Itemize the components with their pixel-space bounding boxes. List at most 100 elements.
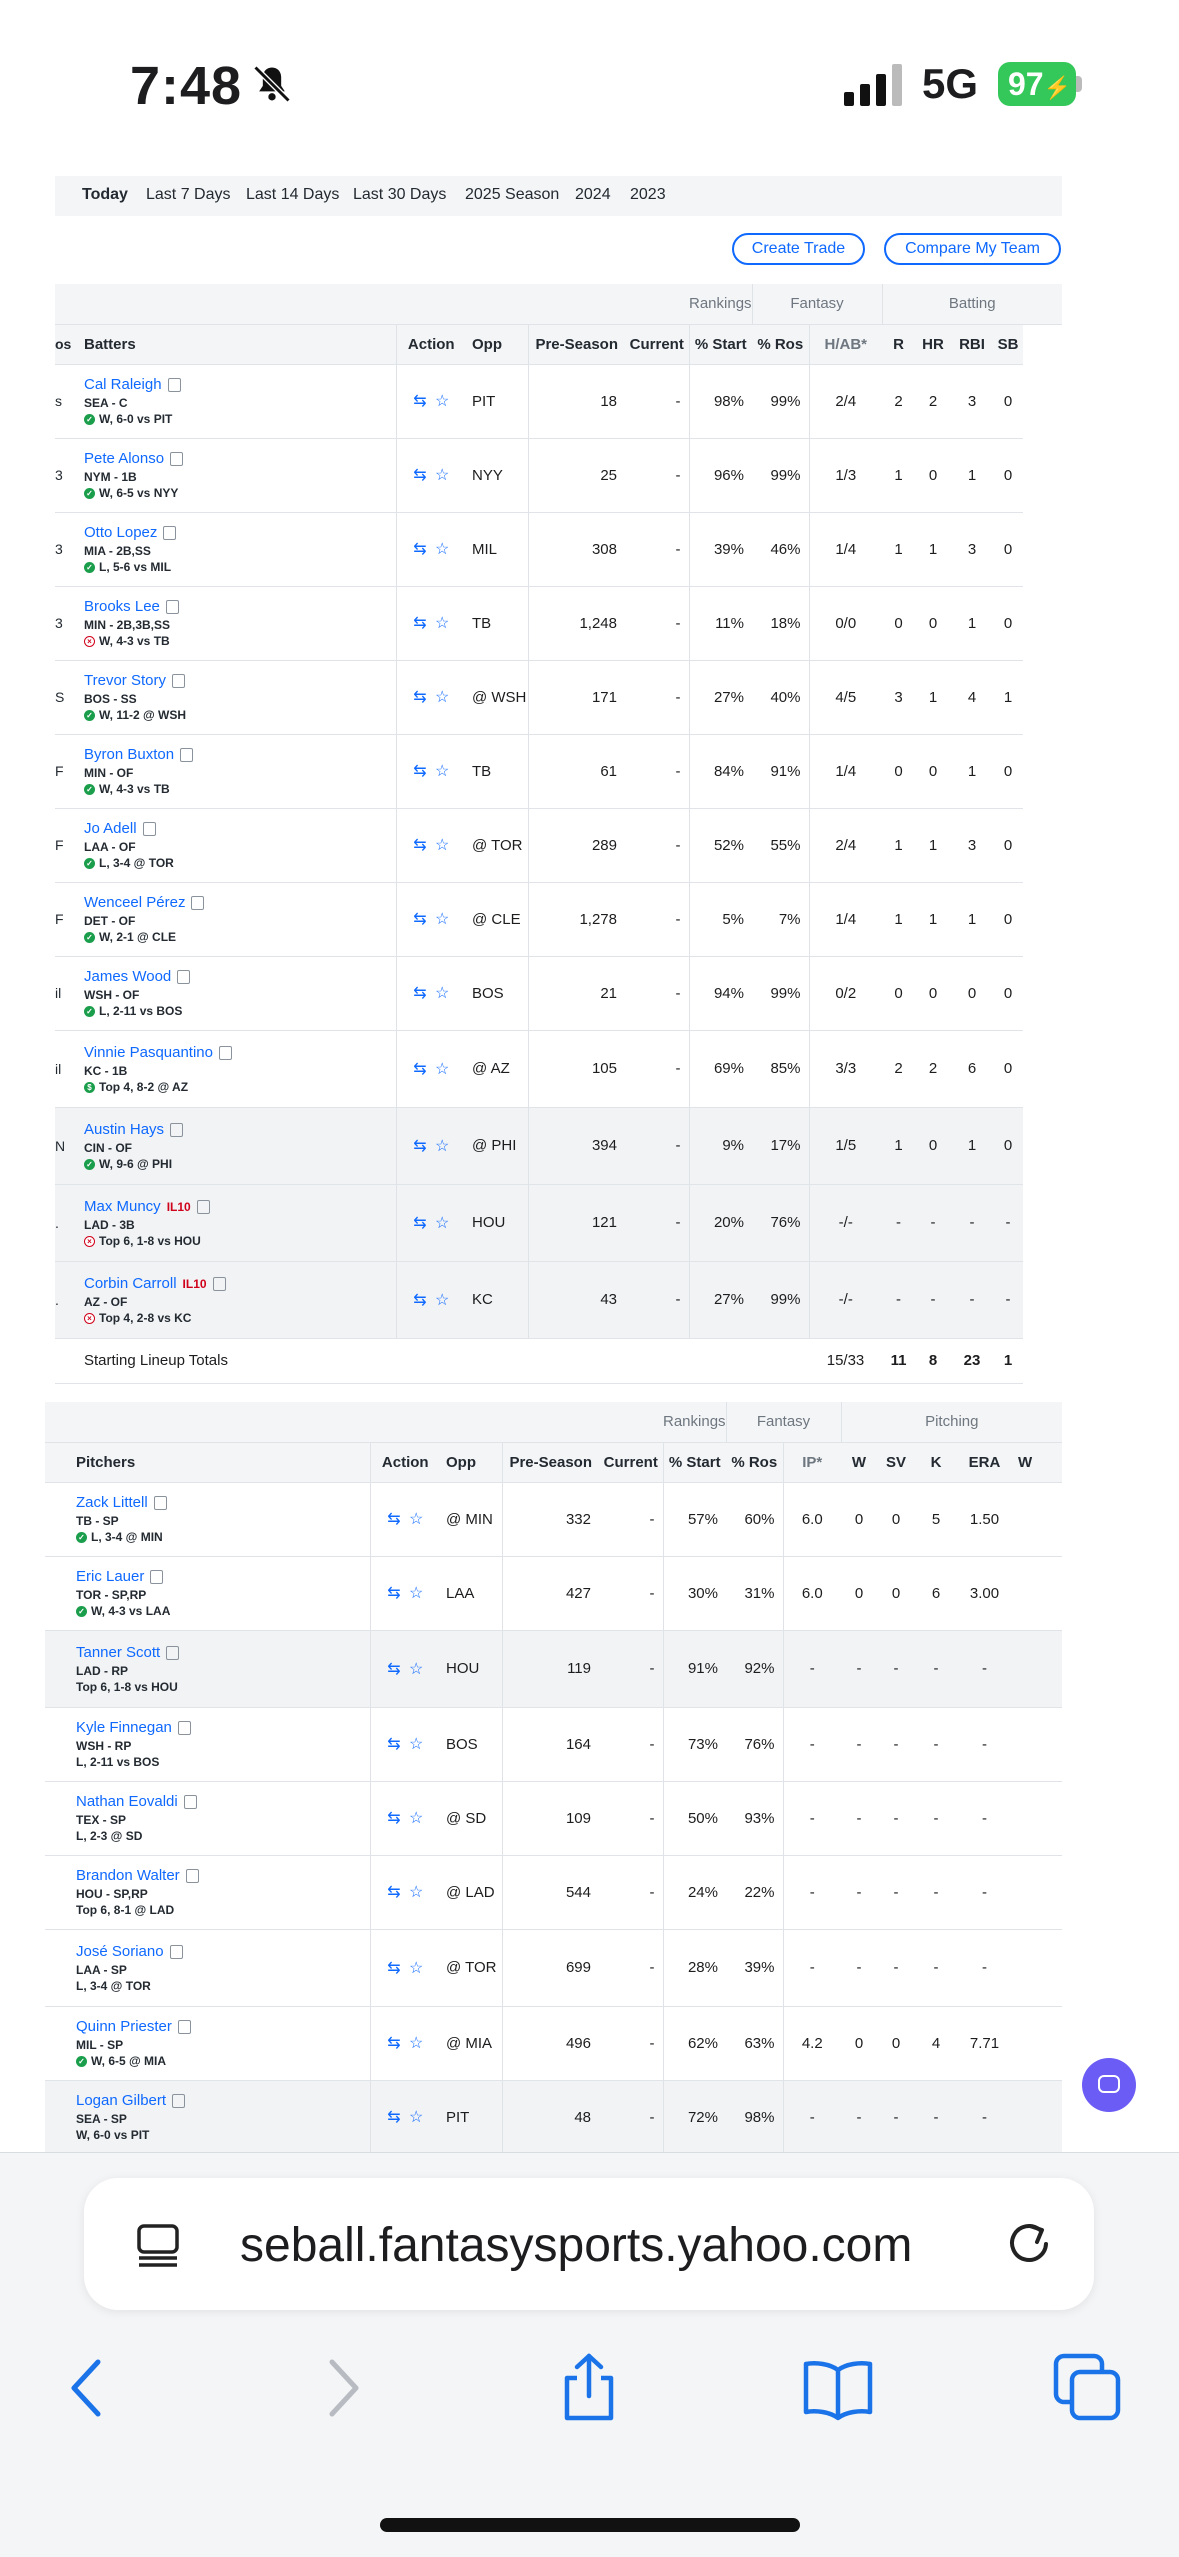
trade-swap-icon[interactable]: ⇆ <box>413 1291 427 1309</box>
col-current[interactable]: Current <box>625 324 689 365</box>
watch-star-icon[interactable]: ☆ <box>408 1884 424 1901</box>
col-pct-start[interactable]: % Start <box>688 324 752 365</box>
trade-swap-icon[interactable]: ⇆ <box>413 467 427 484</box>
watch-star-icon[interactable]: ☆ <box>408 1810 424 1827</box>
tab-2023[interactable]: 2023 <box>630 186 666 203</box>
pcol-current[interactable]: Current <box>599 1442 663 1483</box>
player-name-link[interactable]: Trevor Story <box>84 672 166 689</box>
tab-today[interactable]: Today <box>82 186 128 203</box>
address-bar[interactable] <box>84 2178 1094 2310</box>
player-notes-icon[interactable] <box>171 674 185 689</box>
col-batters[interactable]: Batters <box>78 324 396 365</box>
col-pct-ros[interactable]: % Ros <box>752 324 809 365</box>
player-name-link[interactable]: Corbin Carroll <box>84 1274 177 1292</box>
col-sb[interactable]: SB <box>993 324 1024 365</box>
watch-star-icon[interactable]: ☆ <box>434 1137 450 1155</box>
tab-2025-season[interactable]: 2025 Season <box>465 186 560 203</box>
watch-star-icon[interactable]: ☆ <box>434 911 450 928</box>
trade-swap-icon[interactable]: ⇆ <box>387 1959 401 1977</box>
pcol-k[interactable]: K <box>915 1442 958 1483</box>
player-notes-icon[interactable] <box>170 452 184 467</box>
player-name-link[interactable]: Brooks Lee <box>84 598 160 615</box>
player-notes-icon[interactable] <box>165 600 179 615</box>
player-name-link[interactable]: José Soriano <box>76 1942 164 1960</box>
player-name-link[interactable]: Zack Littell <box>76 1494 148 1511</box>
watch-star-icon[interactable]: ☆ <box>434 541 450 558</box>
col-hr[interactable]: HR <box>915 324 952 365</box>
player-notes-icon[interactable] <box>172 2094 186 2109</box>
player-name-link[interactable]: Eric Lauer <box>76 1568 145 1585</box>
watch-star-icon[interactable]: ☆ <box>408 1660 424 1678</box>
player-notes-icon[interactable] <box>219 1045 232 1060</box>
player-notes-icon[interactable] <box>185 1869 199 1884</box>
watch-star-icon[interactable]: ☆ <box>408 1585 424 1602</box>
player-name-link[interactable]: Tanner Scott <box>76 1643 161 1661</box>
watch-star-icon[interactable]: ☆ <box>434 985 450 1002</box>
trade-swap-icon[interactable]: ⇆ <box>413 763 427 780</box>
trade-swap-icon[interactable]: ⇆ <box>413 615 427 632</box>
player-notes-icon[interactable] <box>170 1122 184 1137</box>
trade-swap-icon[interactable]: ⇆ <box>387 1660 401 1678</box>
trade-swap-icon[interactable]: ⇆ <box>387 1884 401 1901</box>
create-trade-button[interactable]: Create Trade <box>732 233 865 265</box>
player-notes-icon[interactable] <box>191 896 205 911</box>
tab-2024[interactable]: 2024 <box>575 186 611 203</box>
player-notes-icon[interactable] <box>163 526 177 541</box>
player-notes-icon[interactable] <box>166 1645 180 1660</box>
share-icon[interactable] <box>553 2352 625 2424</box>
reload-icon[interactable] <box>1004 2218 1054 2268</box>
player-name-link[interactable]: Otto Lopez <box>84 524 158 541</box>
pcol-whip[interactable]: W <box>1012 1442 1063 1483</box>
watch-star-icon[interactable]: ☆ <box>408 2035 424 2052</box>
player-notes-icon[interactable] <box>177 1721 191 1736</box>
pcol-preseason[interactable]: Pre-Season <box>501 1442 599 1483</box>
pcol-pct-ros[interactable]: % Ros <box>726 1442 783 1483</box>
player-name-link[interactable]: Max Muncy <box>84 1197 161 1215</box>
player-notes-icon[interactable] <box>177 970 191 985</box>
trade-swap-icon[interactable]: ⇆ <box>387 2109 401 2126</box>
pcol-pct-start[interactable]: % Start <box>662 1442 726 1483</box>
pcol-era[interactable]: ERA <box>957 1442 1013 1483</box>
watch-star-icon[interactable]: ☆ <box>434 1291 450 1309</box>
watch-star-icon[interactable]: ☆ <box>434 837 450 854</box>
player-notes-icon[interactable] <box>150 1570 164 1585</box>
watch-star-icon[interactable]: ☆ <box>434 393 450 410</box>
trade-swap-icon[interactable]: ⇆ <box>413 1137 427 1155</box>
trade-swap-icon[interactable]: ⇆ <box>413 837 427 854</box>
player-name-link[interactable]: Brandon Walter <box>76 1867 180 1884</box>
tab-last-7-days[interactable]: Last 7 Days <box>146 186 231 203</box>
player-name-link[interactable]: Kyle Finnegan <box>76 1719 172 1736</box>
trade-swap-icon[interactable]: ⇆ <box>387 1511 401 1528</box>
watch-star-icon[interactable]: ☆ <box>434 1214 450 1232</box>
trade-swap-icon[interactable]: ⇆ <box>413 541 427 558</box>
col-pitchers[interactable]: Pitchers <box>70 1442 370 1483</box>
player-name-link[interactable]: James Wood <box>84 968 172 985</box>
col-hab[interactable]: H/AB* <box>808 324 883 365</box>
pcol-w[interactable]: W <box>841 1442 878 1483</box>
player-notes-icon[interactable] <box>169 1944 183 1959</box>
trade-swap-icon[interactable]: ⇆ <box>387 1585 401 1602</box>
col-rbi[interactable]: RBI <box>951 324 994 365</box>
watch-star-icon[interactable]: ☆ <box>434 763 450 780</box>
col-r[interactable]: R <box>882 324 916 365</box>
url-text[interactable]: seball.fantasysports.yahoo.com <box>240 2219 913 2272</box>
player-notes-icon[interactable] <box>142 822 156 837</box>
trade-swap-icon[interactable]: ⇆ <box>413 393 427 410</box>
col-opp[interactable]: Opp <box>466 324 528 365</box>
watch-star-icon[interactable]: ☆ <box>434 467 450 484</box>
pcol-sv[interactable]: SV <box>877 1442 916 1483</box>
compare-team-button[interactable]: Compare My Team <box>884 233 1061 265</box>
player-name-link[interactable]: Jo Adell <box>84 820 137 837</box>
watch-star-icon[interactable]: ☆ <box>408 1959 424 1977</box>
trade-swap-icon[interactable]: ⇆ <box>413 911 427 928</box>
col-preseason[interactable]: Pre-Season <box>527 324 625 365</box>
player-name-link[interactable]: Austin Hays <box>84 1120 165 1138</box>
trade-swap-icon[interactable]: ⇆ <box>387 1810 401 1827</box>
watch-star-icon[interactable]: ☆ <box>434 615 450 632</box>
trade-swap-icon[interactable]: ⇆ <box>413 689 427 706</box>
pcol-ip[interactable]: IP* <box>782 1442 842 1483</box>
player-notes-icon[interactable] <box>180 748 194 763</box>
player-notes-icon[interactable] <box>212 1276 226 1291</box>
watch-star-icon[interactable]: ☆ <box>408 2109 424 2126</box>
player-notes-icon[interactable] <box>177 2020 191 2035</box>
